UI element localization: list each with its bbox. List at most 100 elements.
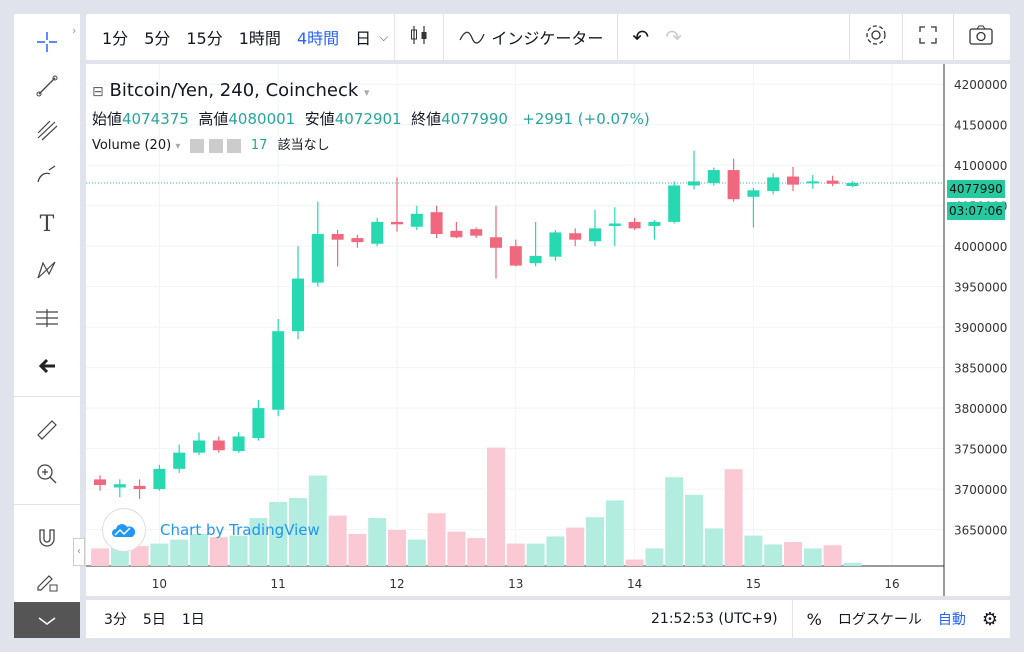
volume-bar xyxy=(803,548,822,566)
candle-body xyxy=(292,278,304,332)
percent-toggle[interactable]: % xyxy=(806,609,822,629)
volume-bar xyxy=(150,543,169,566)
candle-body xyxy=(549,232,562,257)
volume-bar xyxy=(724,469,743,566)
wave-icon xyxy=(459,31,485,44)
x-tick-label: 11 xyxy=(271,577,286,591)
close-icon[interactable] xyxy=(226,138,241,153)
volume-bar xyxy=(645,548,664,566)
chart-title-row: ⊟ Bitcoin/Yen, 240, Coincheck ▾ xyxy=(92,80,370,101)
chart-title[interactable]: Bitcoin/Yen, 240, Coincheck xyxy=(109,80,359,101)
chevron-down-icon[interactable]: ▾ xyxy=(175,141,181,152)
high-value: 4080001 xyxy=(228,110,296,128)
y-tick-label: 3850000 xyxy=(954,362,1007,376)
range-3m[interactable]: 3分 xyxy=(104,612,127,628)
magnet-icon[interactable] xyxy=(14,518,80,558)
ruler-icon[interactable] xyxy=(14,410,80,450)
crosshair-icon[interactable] xyxy=(14,22,80,62)
settings-gear-icon[interactable]: ⚙ xyxy=(981,608,998,630)
candle-body xyxy=(767,177,780,192)
volume-bar xyxy=(764,544,783,566)
clock-time[interactable]: 21:52:53 (UTC+9) xyxy=(651,611,778,627)
candle-body xyxy=(608,223,621,226)
volume-bar xyxy=(91,548,109,566)
trend-line-icon[interactable] xyxy=(14,66,80,106)
chart-panel[interactable]: 3650000 3700000 3750000 3800000 3850000 39000… xyxy=(86,64,1010,596)
interval-1h[interactable]: 1時間 xyxy=(238,29,281,48)
y-tick-label: 3700000 xyxy=(954,483,1007,497)
volume-label[interactable]: Volume (20) xyxy=(92,138,172,153)
chevron-down-icon[interactable]: ⌵ xyxy=(379,29,389,44)
volume-bar xyxy=(289,498,307,566)
bottom-toolbar: 3分 5日 1日 21:52:53 (UTC+9) % ログスケール 自動 ⚙ xyxy=(86,600,1010,638)
zoom-icon[interactable] xyxy=(14,454,80,494)
interval-15m[interactable]: 15分 xyxy=(186,29,223,48)
lock-drawing-icon[interactable] xyxy=(14,562,80,602)
interval-1m[interactable]: 1分 xyxy=(102,29,129,48)
volume-na: 該当なし xyxy=(277,138,330,153)
back-arrow-icon[interactable] xyxy=(14,346,80,386)
candle-body xyxy=(846,183,859,186)
collapse-square-icon[interactable]: ⊟ xyxy=(92,84,104,100)
range-1d[interactable]: 1日 xyxy=(181,612,205,628)
low-value: 4072901 xyxy=(334,110,402,128)
last-price-tag: 4077990 xyxy=(947,180,1005,198)
pattern-icon[interactable] xyxy=(14,250,80,290)
camera-icon[interactable] xyxy=(960,24,1002,50)
volume-bar xyxy=(388,530,406,566)
x-tick-label: 10 xyxy=(152,577,167,591)
tradingview-watermark[interactable]: Chart by TradingView xyxy=(102,508,320,552)
eye-icon[interactable] xyxy=(190,138,205,153)
log-scale-toggle[interactable]: ログスケール xyxy=(837,612,922,628)
volume-bar xyxy=(427,513,446,566)
candle-body xyxy=(509,246,522,266)
volume-bar xyxy=(407,539,426,566)
volume-bar xyxy=(348,534,367,566)
volume-bar xyxy=(744,535,763,566)
undo-icon[interactable]: ↶ xyxy=(632,25,650,49)
auto-scale-toggle[interactable]: 自動 xyxy=(937,612,966,628)
y-tick-label: 3650000 xyxy=(954,524,1007,538)
interval-4h[interactable]: 4時間 xyxy=(296,29,340,48)
countdown-tag: 03:07:06 xyxy=(947,202,1005,220)
candle-body xyxy=(668,185,681,222)
volume-bar xyxy=(209,537,228,566)
candle-body xyxy=(787,176,799,185)
candlestick-chart[interactable]: 3650000 3700000 3750000 3800000 3850000 39000… xyxy=(86,64,1010,596)
range-5d[interactable]: 5日 xyxy=(142,612,166,628)
volume-bar xyxy=(704,528,723,566)
ohlc-row: 始値4074375 高値4080001 安値4072901 終値4077990 … xyxy=(92,108,650,129)
interval-5m[interactable]: 5分 xyxy=(144,29,171,48)
low-label: 安値 xyxy=(304,110,335,128)
hide-drawings-icon[interactable] xyxy=(14,602,80,638)
text-tool-icon[interactable]: T xyxy=(39,211,55,237)
settings-gear-icon[interactable] xyxy=(856,23,896,51)
volume-bar xyxy=(328,515,347,566)
y-tick-label: 3800000 xyxy=(954,402,1007,416)
volume-bar xyxy=(665,477,684,566)
y-tick-label: 4000000 xyxy=(954,240,1007,254)
chevron-down-icon[interactable]: ▾ xyxy=(364,86,370,99)
volume-bar xyxy=(249,518,268,566)
candle-body xyxy=(490,237,502,248)
brush-icon[interactable] xyxy=(14,154,80,194)
pitchfork-icon[interactable] xyxy=(14,110,80,150)
candle-body xyxy=(470,229,483,236)
close-value: 4077990 xyxy=(441,110,508,128)
x-tick-label: 13 xyxy=(508,577,523,591)
candle-body xyxy=(410,213,423,227)
expand-chevron-icon[interactable]: › xyxy=(72,24,77,37)
open-label: 始値 xyxy=(92,110,123,128)
redo-icon[interactable]: ↷ xyxy=(665,25,682,49)
collapse-handle[interactable]: ‹ xyxy=(73,538,85,566)
gear-icon[interactable] xyxy=(208,138,223,153)
candle-body xyxy=(153,468,166,490)
interval-1d[interactable]: 日 xyxy=(355,29,372,48)
prediction-icon[interactable] xyxy=(14,298,80,338)
y-tick-label: 4100000 xyxy=(954,159,1007,173)
close-label: 終値 xyxy=(411,110,442,128)
fullscreen-icon[interactable] xyxy=(909,24,947,50)
candle-type-icon[interactable] xyxy=(401,23,437,51)
indicators-button[interactable]: インジケーター xyxy=(450,25,611,49)
watermark-text: Chart by TradingView xyxy=(160,521,320,539)
